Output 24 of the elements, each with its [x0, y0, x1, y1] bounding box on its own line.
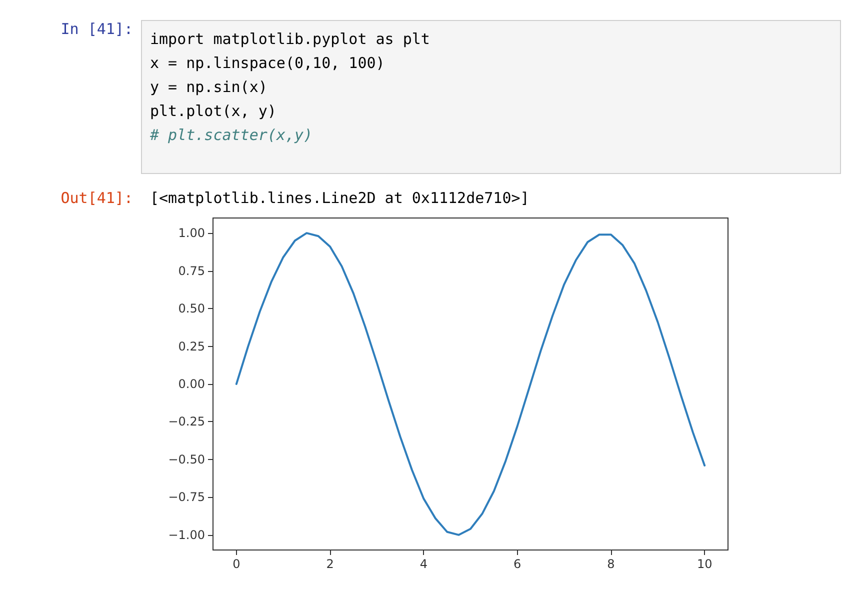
text: plt.plot(x, y) — [150, 101, 278, 122]
x-tick-label: 0 — [232, 557, 240, 571]
y-tick-label: −1.00 — [168, 528, 205, 542]
text: [<matplotlib.lines.Line2D at 0x1112de710>] — [149, 188, 530, 209]
x-tick-label: 8 — [607, 557, 615, 571]
y-tick-label: 0.25 — [178, 339, 205, 354]
line-series — [235, 232, 706, 536]
x-tick-label: 4 — [420, 557, 428, 571]
y-tick-label: 0.75 — [178, 264, 205, 278]
y-tick-label: −0.50 — [168, 452, 205, 466]
y-tick-label: 0.50 — [178, 302, 205, 316]
y-tick-label: −0.25 — [168, 414, 205, 429]
text: y = np.sin(x) — [150, 77, 268, 98]
x-tick-label: 10 — [696, 557, 712, 571]
text: import matplotlib.pyplot as plt — [150, 29, 431, 50]
text: # plt.scatter(x,y) — [150, 125, 314, 146]
y-tick-label: 1.00 — [178, 226, 205, 240]
y-tick-label: −0.75 — [168, 490, 205, 504]
y-tick-label: 0.00 — [178, 377, 205, 391]
x-tick-label: 6 — [514, 557, 522, 571]
text: x = np.linspace(0,10, 100) — [150, 53, 386, 74]
text: In [41]: — [60, 20, 134, 40]
text: Out[41]: — [60, 188, 134, 209]
x-tick-label: 2 — [326, 557, 334, 571]
